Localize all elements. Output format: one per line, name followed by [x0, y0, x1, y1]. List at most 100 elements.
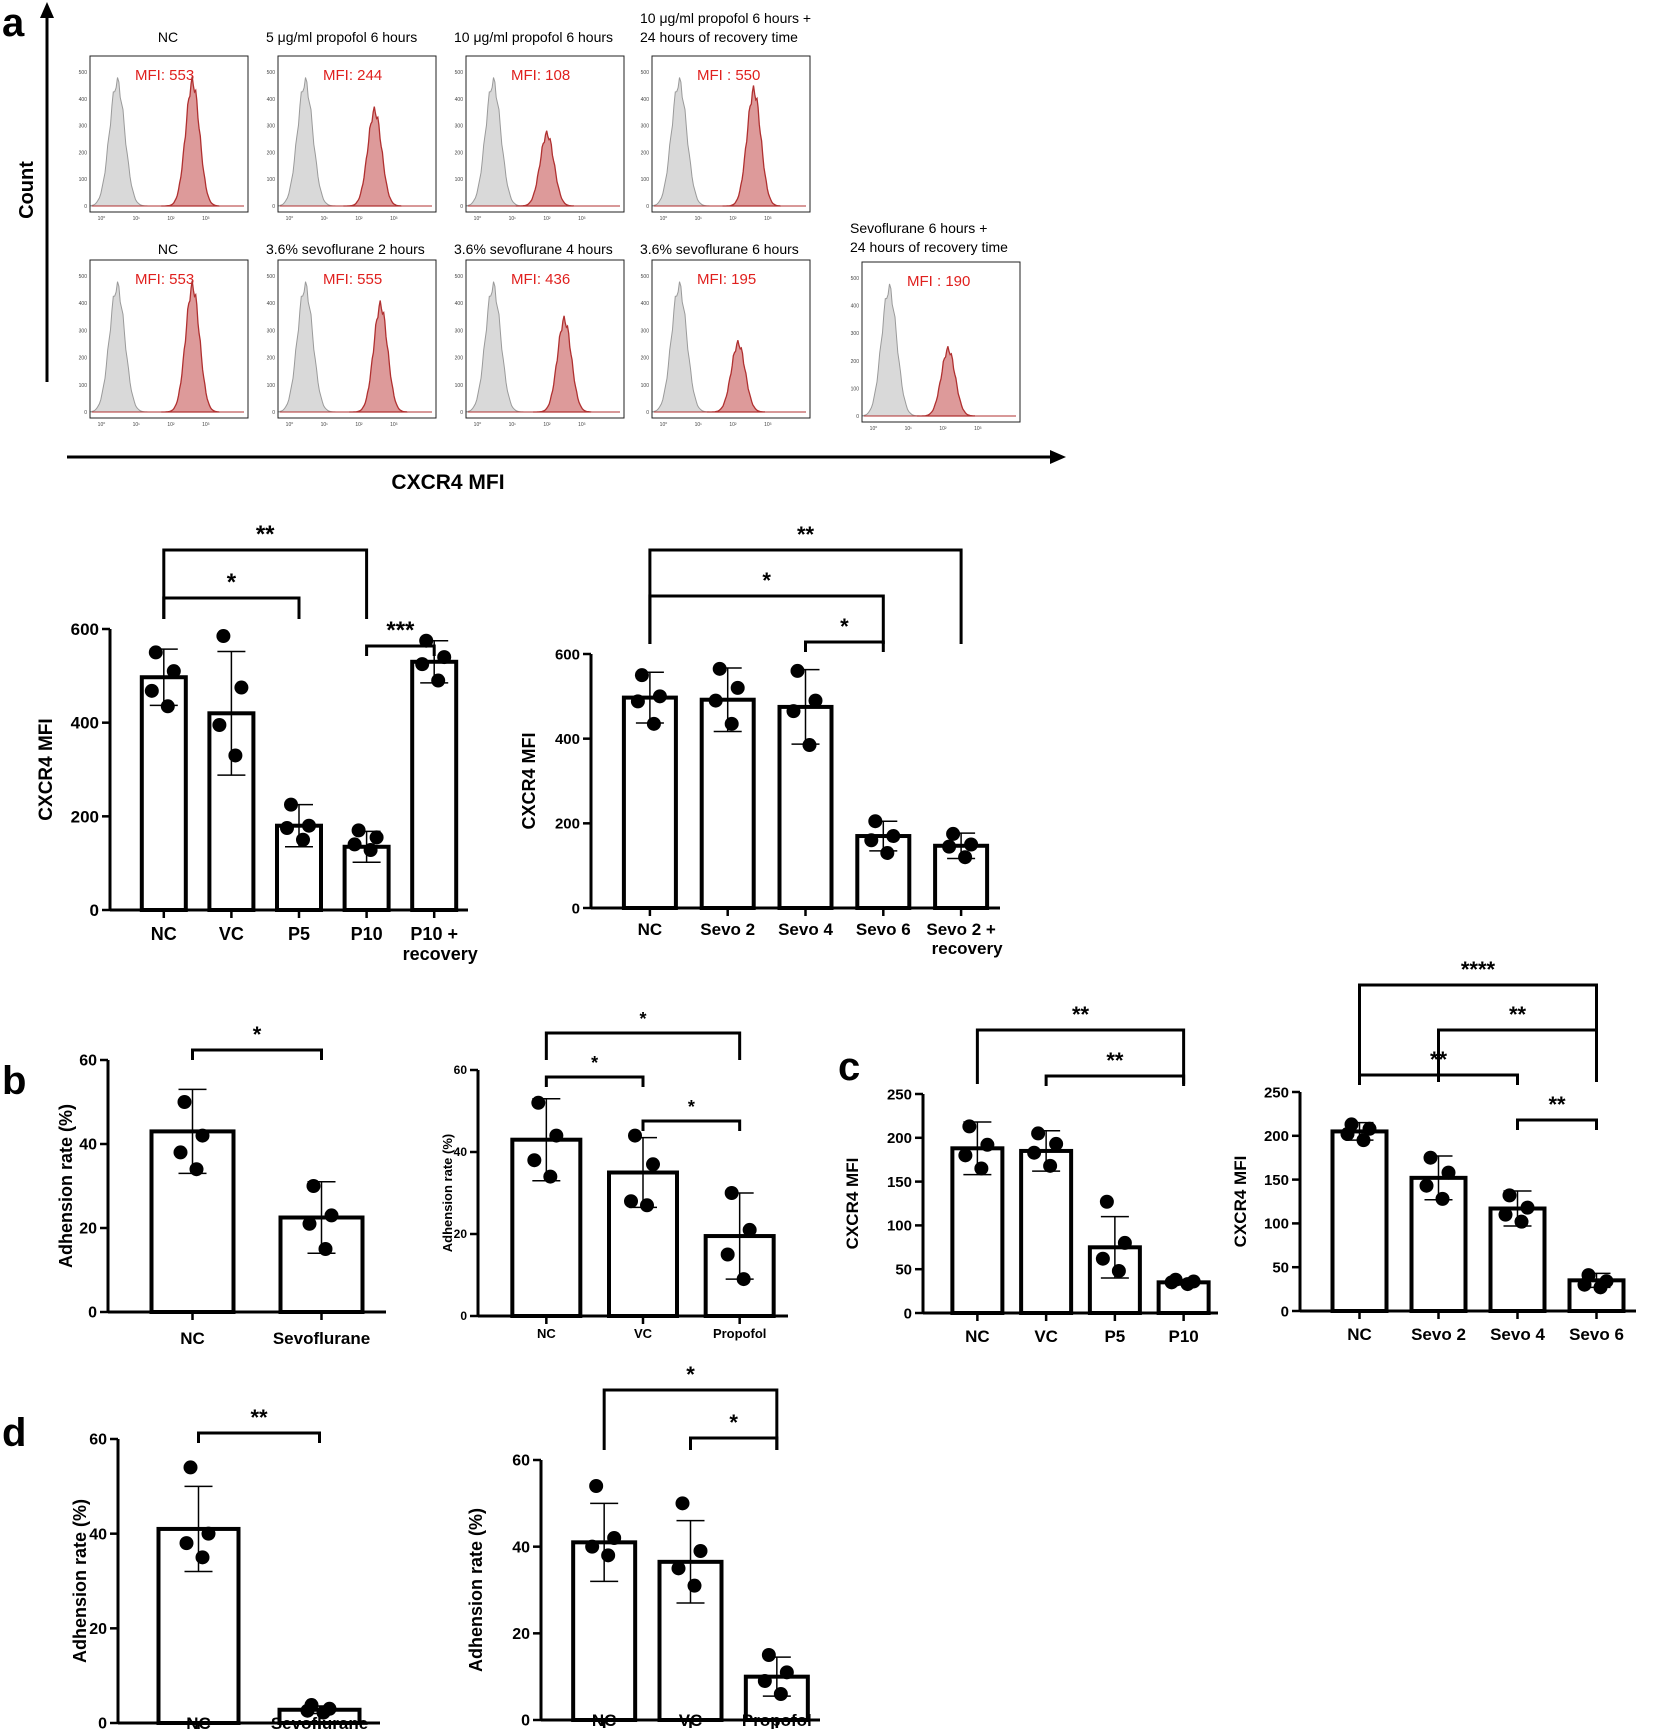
hist-y-tick: 0: [646, 410, 649, 416]
data-point: [1031, 1126, 1046, 1141]
hist-x-tick: 10³: [764, 216, 772, 222]
chart-a-left: 0 200 400 600 CXCR4 MFI NC VC P5 P10 P10 +recover…: [36, 521, 478, 964]
hist-x-tick: 10¹: [133, 216, 141, 222]
y-tick-label: 250: [887, 1086, 912, 1103]
data-point: [549, 1128, 564, 1143]
hist-x-tick: 10⁰: [870, 426, 878, 432]
y-axis-label: Adhension rate (%): [56, 1104, 76, 1268]
significance-label: **: [1072, 1002, 1090, 1027]
hist-y-tick: 300: [851, 331, 860, 337]
significance-label: *: [639, 1009, 646, 1029]
hist-x-tick: 10²: [167, 216, 175, 222]
data-point: [779, 1665, 794, 1680]
data-point: [646, 716, 661, 731]
y-axis-label: CXCR4 MFI: [843, 1158, 862, 1250]
significance-label: **: [256, 521, 275, 548]
hist-y-tick: 500: [79, 70, 88, 76]
data-point: [316, 1705, 331, 1720]
histogram-frame: [89, 55, 249, 213]
hist-y-tick: 100: [455, 383, 464, 389]
x-tick-label: NC: [638, 920, 663, 939]
y-tick-label: 50: [895, 1261, 912, 1278]
data-point: [742, 1222, 757, 1237]
significance-label: *: [688, 1097, 695, 1117]
data-point: [1423, 1150, 1438, 1165]
x-tick-label: P10: [351, 924, 383, 944]
hist-x-tick: 10¹: [321, 422, 329, 428]
x-tick-label: Sevoflurane: [273, 1329, 370, 1348]
data-point: [351, 823, 366, 838]
significance-label: ****: [1461, 957, 1496, 982]
data-point: [868, 814, 883, 829]
data-point: [640, 1198, 654, 1213]
hist-y-tick: 200: [79, 356, 88, 362]
data-point: [144, 683, 159, 698]
cxcr4-histogram: [343, 106, 402, 207]
y-tick-label: 200: [1264, 1128, 1289, 1145]
x-tick-label: NC: [151, 924, 177, 944]
cxcr4-histogram: [722, 85, 781, 207]
x-tick-label: NC: [965, 1327, 990, 1346]
data-point: [1095, 1251, 1110, 1266]
data-point: [527, 1153, 542, 1168]
data-point: [1419, 1178, 1434, 1193]
bar: [410, 659, 459, 912]
data-point: [183, 1460, 198, 1475]
x-tick-label: Sevo 4: [778, 920, 833, 939]
histogram-frame: [277, 259, 437, 419]
data-point: [757, 1674, 772, 1688]
data-point: [675, 1496, 690, 1511]
x-tick-label: Sevoflurane: [271, 1714, 368, 1729]
hist-y-tick: 300: [267, 328, 276, 334]
x-tick-label: P5: [1104, 1327, 1125, 1346]
data-point: [886, 829, 901, 844]
hist-y-tick: 200: [79, 150, 88, 156]
histogram-title: 3.6% sevoflurane 4 hours: [454, 241, 613, 257]
cxcr4-histogram: [533, 315, 592, 413]
data-point: [1027, 1145, 1042, 1160]
data-point: [1117, 1235, 1132, 1250]
hist-y-tick: 100: [641, 383, 650, 389]
data-point: [543, 1169, 558, 1184]
histogram-title: 10 μg/ml propofol 6 hours +: [640, 10, 811, 26]
data-point: [628, 1128, 642, 1143]
data-point: [201, 1526, 216, 1541]
hist-y-tick: 100: [267, 383, 276, 389]
hist-y-tick: 100: [641, 177, 650, 183]
y-tick-label: 0: [904, 1305, 912, 1322]
isotype-histogram: [862, 283, 920, 417]
isotype-histogram: [466, 281, 524, 413]
y-axis-arrow-head: [40, 2, 54, 18]
hist-y-tick: 100: [267, 177, 276, 183]
data-point: [708, 693, 723, 708]
data-point: [634, 668, 649, 683]
data-point: [671, 1561, 686, 1576]
hist-y-tick: 0: [460, 410, 463, 416]
y-axis-label: Adhension rate (%): [70, 1499, 90, 1663]
y-tick-label: 200: [887, 1130, 912, 1147]
hist-y-tick: 500: [267, 70, 276, 76]
histogram-title: NC: [158, 29, 178, 45]
histogram-frame: [89, 259, 249, 419]
significance-label: *: [729, 1410, 738, 1435]
significance-bracket: [602, 1388, 779, 1450]
significance-bracket: [689, 1436, 779, 1450]
mfi-label: MFI: 195: [697, 271, 756, 288]
histogram-title: 24 hours of recovery time: [640, 29, 798, 45]
hist-x-tick: 10¹: [509, 216, 517, 222]
chart-c-left: 0 50 100 150 200 250 CXCR4 MFI NC VC P5 P10 ** **: [843, 1002, 1218, 1346]
significance-bracket: [975, 1028, 1186, 1084]
flow-histogram: 3.6% sevoflurane 6 hours MFI: 195 0 100 200 3…: [640, 241, 811, 428]
data-point: [431, 673, 446, 688]
data-point: [160, 699, 175, 714]
significance-label: *: [227, 569, 237, 596]
flow-histogram: 10 μg/ml propofol 6 hours MFI: 108 0 100 200…: [454, 29, 625, 222]
data-point: [693, 1544, 708, 1558]
y-tick-label: 100: [1264, 1216, 1289, 1233]
hist-x-tick: 10²: [729, 422, 737, 428]
significance-bracket: [162, 596, 301, 619]
chart-a-right: 0 200 400 600 CXCR4 MFI NC Sevo 2 Sevo 4 Sevo 6 S…: [519, 522, 1003, 958]
y-tick-label: 0: [572, 900, 580, 917]
significance-bracket: [1358, 1073, 1519, 1085]
